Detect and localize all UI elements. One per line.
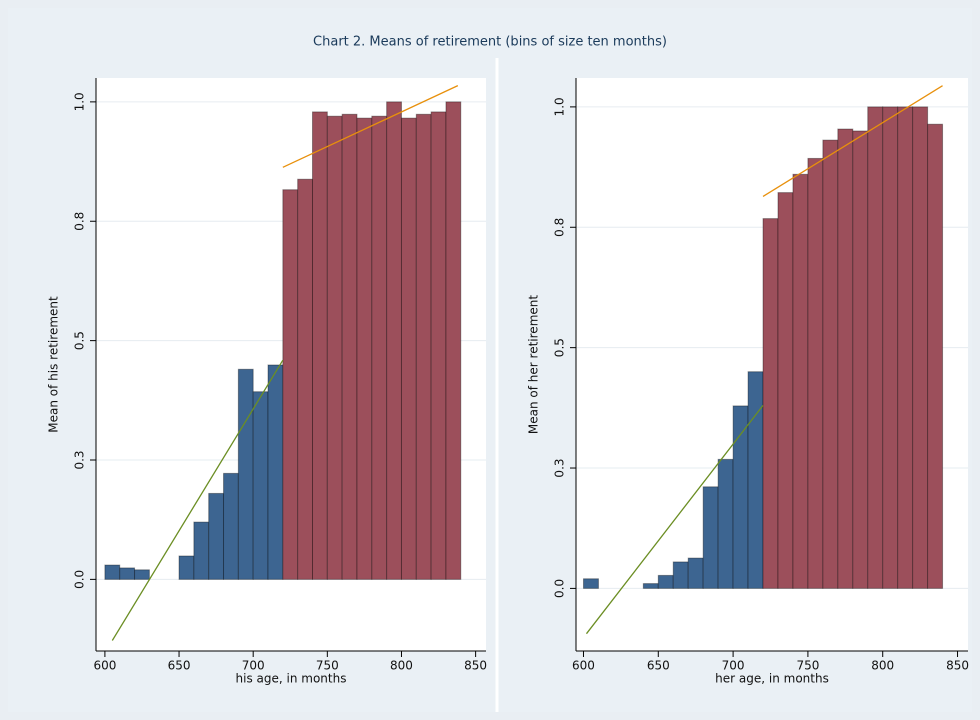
x-tick-label: 600	[572, 659, 595, 673]
y-tick-label: 0.5	[553, 338, 567, 357]
bar	[657, 574, 674, 589]
y-axis-title: Mean of her retirement	[527, 295, 541, 434]
x-tick-label: 850	[946, 659, 969, 673]
bar	[445, 101, 462, 580]
bar	[882, 106, 899, 589]
bar	[717, 458, 734, 589]
bar	[747, 371, 764, 589]
bar	[582, 578, 599, 589]
fit-line	[282, 85, 459, 168]
x-tick-label: 650	[647, 659, 670, 673]
bar	[430, 111, 447, 580]
bar	[267, 364, 284, 580]
bar	[807, 157, 824, 589]
bar	[927, 123, 944, 589]
x-tick-label: 850	[464, 659, 487, 673]
bar	[837, 128, 854, 589]
chart-title: Chart 2. Means of retirement (bins of si…	[313, 35, 667, 50]
bar	[223, 472, 239, 580]
bar	[282, 189, 299, 580]
bar	[252, 391, 269, 580]
x-axis-title: her age, in months	[715, 672, 829, 686]
bar	[822, 139, 839, 589]
bar	[762, 218, 779, 589]
y-tick-label: 0.8	[553, 218, 567, 237]
fit-line	[585, 405, 764, 635]
y-tick-label: 1.0	[73, 92, 87, 111]
bar	[912, 106, 929, 589]
bar	[134, 569, 150, 580]
bar	[356, 117, 373, 580]
bar	[732, 405, 749, 589]
bar	[897, 106, 914, 589]
y-tick-label: 1.0	[553, 97, 567, 116]
bar	[237, 368, 254, 580]
x-tick-label: 800	[390, 659, 413, 673]
y-tick-label: 0.0	[73, 570, 87, 589]
bar	[386, 101, 402, 580]
bar	[852, 130, 869, 589]
bar	[193, 521, 210, 580]
bar	[312, 111, 328, 580]
y-tick-label: 0.5	[73, 331, 87, 350]
bar	[867, 106, 884, 589]
bar	[672, 561, 689, 589]
x-tick-label: 800	[871, 659, 894, 673]
x-tick-label: 750	[796, 659, 819, 673]
bar	[415, 113, 432, 580]
y-axis-title: Mean of his retirement	[47, 296, 61, 433]
y-tick-label: 0.0	[553, 579, 567, 598]
bar	[119, 567, 136, 580]
fit-line	[111, 359, 284, 641]
bar	[104, 564, 121, 580]
bar	[777, 192, 794, 589]
y-tick-label: 0.3	[73, 450, 87, 469]
y-tick-label: 0.3	[553, 458, 567, 477]
bar	[792, 173, 809, 589]
bar	[341, 113, 358, 580]
bar	[687, 557, 704, 589]
bar	[178, 555, 195, 580]
y-tick-label: 0.8	[73, 212, 87, 231]
x-tick-label: 700	[242, 659, 265, 673]
bar	[326, 115, 343, 580]
x-tick-label: 600	[93, 659, 116, 673]
x-axis-title: his age, in months	[236, 672, 347, 686]
bar	[297, 178, 314, 580]
bar	[400, 117, 417, 580]
x-tick-label: 650	[168, 659, 191, 673]
bar	[208, 492, 225, 580]
bar	[702, 486, 719, 589]
x-tick-label: 700	[722, 659, 745, 673]
bar	[642, 583, 659, 589]
x-tick-label: 750	[316, 659, 339, 673]
fit-line	[762, 85, 943, 198]
bar	[371, 115, 388, 580]
